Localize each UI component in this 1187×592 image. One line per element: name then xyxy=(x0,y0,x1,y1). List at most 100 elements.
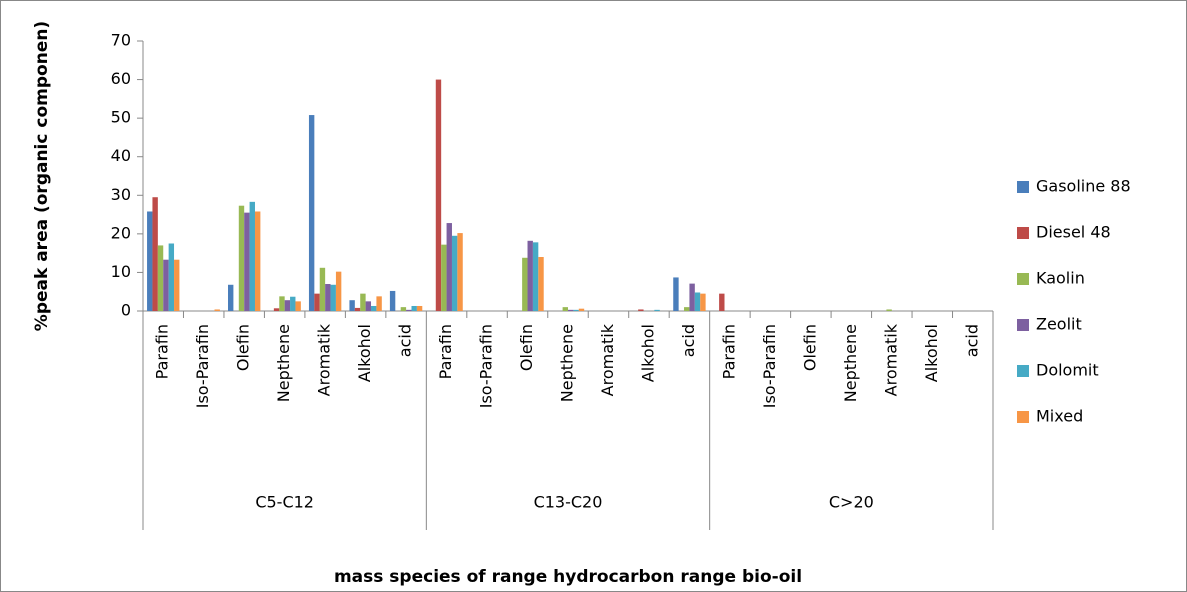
x-tick-label: Parafin xyxy=(153,324,172,379)
y-tick-label: 50 xyxy=(111,108,131,127)
x-tick-label: Alkohol xyxy=(638,324,657,382)
bar xyxy=(562,307,568,311)
bar xyxy=(538,257,544,311)
group-label: C13-C20 xyxy=(534,493,603,512)
legend-swatch xyxy=(1017,227,1029,239)
x-tick-label: acid xyxy=(679,324,698,357)
x-tick-label: Olefin xyxy=(800,324,819,371)
x-tick-label: acid xyxy=(396,324,415,357)
legend-swatch xyxy=(1017,273,1029,285)
x-tick-label: Iso-Parafin xyxy=(477,324,496,408)
x-tick-label: Aromatik xyxy=(881,323,900,396)
bar xyxy=(308,115,315,311)
y-tick-label: 70 xyxy=(111,31,131,50)
bar xyxy=(654,309,660,311)
bar xyxy=(400,307,407,311)
group-label: C5-C12 xyxy=(255,493,314,512)
bar xyxy=(349,300,355,311)
bar xyxy=(279,296,285,311)
bar xyxy=(254,211,261,311)
bar xyxy=(673,277,679,311)
bar xyxy=(174,259,180,311)
bar xyxy=(532,242,539,311)
y-tick-label: 30 xyxy=(111,185,131,204)
bar xyxy=(290,296,296,311)
legend-label: Gasoline 88 xyxy=(1036,177,1131,196)
x-tick-label: Alkohol xyxy=(355,324,374,382)
bar xyxy=(284,300,291,311)
x-tick-label: Nepthene xyxy=(558,324,577,402)
bar xyxy=(244,212,250,311)
legend-label: Dolomit xyxy=(1036,361,1099,380)
bar xyxy=(886,309,892,311)
x-tick-label: Iso-Parafin xyxy=(760,324,779,408)
x-tick-label: Parafin xyxy=(719,324,738,379)
bar xyxy=(568,309,574,311)
bar xyxy=(689,283,695,311)
x-tick-label: Aromatik xyxy=(315,323,334,396)
y-tick-label: 60 xyxy=(111,69,131,88)
bar xyxy=(330,284,336,311)
y-tick-label: 20 xyxy=(111,223,131,242)
bar xyxy=(527,240,533,311)
legend-label: Kaolin xyxy=(1036,269,1085,288)
bar xyxy=(319,267,326,311)
bar xyxy=(573,309,579,311)
bar xyxy=(325,284,331,311)
bar xyxy=(214,309,220,311)
x-tick-label: Iso-Parafin xyxy=(193,324,212,408)
legend-swatch xyxy=(1017,319,1029,331)
bar xyxy=(314,293,320,311)
x-tick-label: Nepthene xyxy=(274,324,293,402)
bar xyxy=(147,211,153,311)
bar xyxy=(354,307,361,311)
x-tick-label: Olefin xyxy=(234,324,253,371)
x-axis-title: mass species of range hydrocarbon range … xyxy=(334,567,802,587)
bar xyxy=(441,244,447,311)
legend-label: Diesel 48 xyxy=(1036,223,1111,242)
bar xyxy=(389,290,396,311)
bar xyxy=(365,301,372,311)
bar xyxy=(228,284,234,311)
bar xyxy=(249,201,255,311)
bar xyxy=(371,305,377,311)
bar xyxy=(376,296,382,311)
y-tick-label: 0 xyxy=(121,301,131,320)
x-tick-label: acid xyxy=(962,324,981,357)
bar xyxy=(416,305,423,311)
bar xyxy=(360,293,366,311)
x-tick-label: Alkohol xyxy=(922,324,941,382)
bar xyxy=(522,257,528,311)
bar xyxy=(719,293,725,311)
x-tick-label: Olefin xyxy=(517,324,536,371)
x-tick-label: Nepthene xyxy=(841,324,860,402)
bar xyxy=(157,245,164,311)
legend-label: Mixed xyxy=(1036,407,1083,426)
bar xyxy=(168,243,175,311)
bar xyxy=(406,309,412,311)
x-tick-label: Aromatik xyxy=(598,323,617,396)
bar xyxy=(457,233,463,311)
bar xyxy=(273,308,280,311)
y-tick-label: 10 xyxy=(111,262,131,281)
bar xyxy=(335,271,342,311)
x-tick-label: Parafin xyxy=(436,324,455,379)
legend-swatch xyxy=(1017,365,1029,377)
bar xyxy=(638,309,644,311)
bar xyxy=(694,292,701,311)
bar xyxy=(700,293,706,311)
legend-swatch xyxy=(1017,411,1029,423)
bar xyxy=(238,205,245,311)
bar xyxy=(435,79,442,311)
bar xyxy=(295,301,301,311)
bar xyxy=(152,197,158,311)
bar xyxy=(684,307,690,311)
y-tick-label: 40 xyxy=(111,146,131,165)
legend-swatch xyxy=(1017,181,1029,193)
bar xyxy=(163,259,169,311)
y-axis-title: %peak area (organic componen) xyxy=(32,21,52,331)
bar xyxy=(446,223,452,311)
bar xyxy=(451,235,458,311)
